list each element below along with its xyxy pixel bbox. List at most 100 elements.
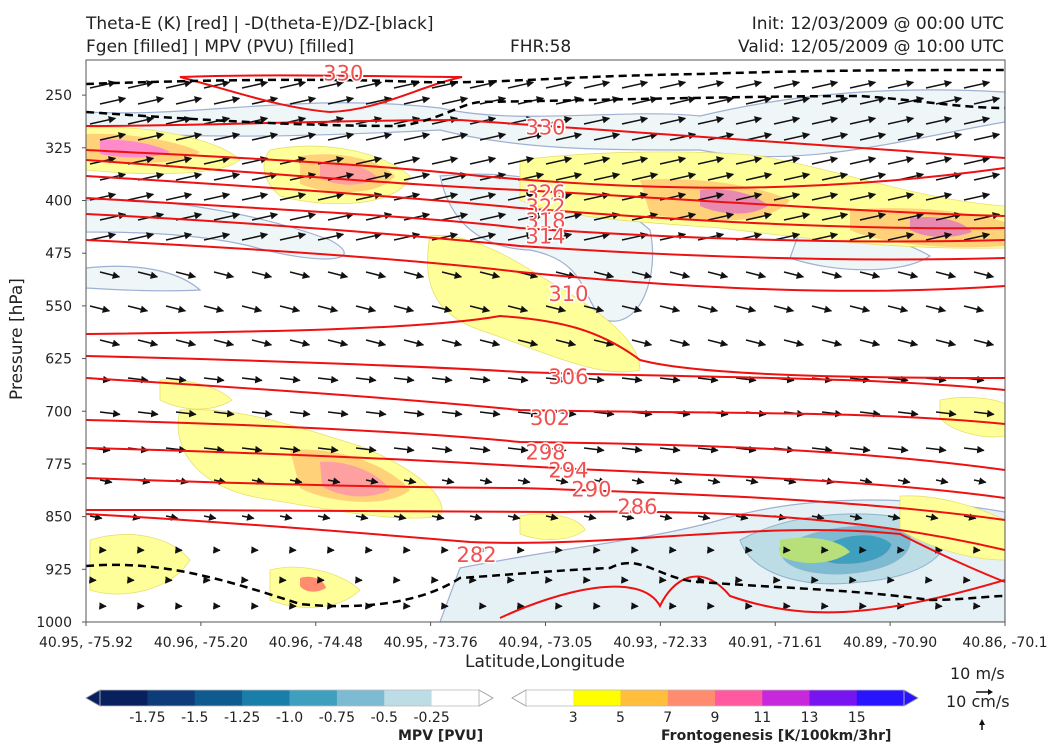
wind-vector [441, 96, 469, 105]
colorbar-tick-label: 7 [663, 710, 672, 726]
wind-vector [631, 271, 653, 279]
wind-vector [203, 305, 225, 313]
colorbar-swatch [242, 690, 290, 706]
wind-vector [327, 212, 355, 221]
wind-vector [935, 271, 957, 279]
wind-vector [849, 192, 877, 201]
wind-vector [393, 156, 421, 165]
wind-vector [621, 513, 635, 521]
wind-vector [697, 375, 719, 384]
wind-vector [507, 305, 529, 313]
wind-vector [545, 375, 567, 384]
y-tick-label: 325 [45, 141, 72, 157]
wind-vector [963, 116, 991, 125]
wind-vector [963, 232, 991, 241]
colorbar-tick-label: -0.25 [414, 710, 450, 726]
colorbar-tick-label: 5 [616, 710, 625, 726]
wind-vector [289, 212, 317, 221]
wind-vector [355, 80, 383, 89]
wind-vector [479, 339, 501, 347]
colorbar-swatch [289, 690, 338, 706]
wind-vector [821, 271, 843, 279]
wind-vector [555, 172, 583, 181]
colorbar-tick-label: 15 [848, 710, 866, 726]
wind-vector [811, 305, 833, 313]
wind-vector [735, 305, 757, 313]
wind-vector [327, 96, 355, 105]
wind-vector [393, 232, 421, 241]
wind-vector [203, 513, 217, 521]
wind-vector [773, 80, 801, 89]
wind-vector [251, 409, 273, 418]
wind-vector [669, 339, 691, 347]
mpv-colorbar: -1.75 -1.5 -1.25 -1.0 -0.75 -0.5 -0.25 [85, 689, 494, 726]
wind-vector [973, 132, 1001, 141]
wind-vector [89, 116, 117, 125]
wind-vector [99, 409, 121, 418]
x-axis-title: Latitude,Longitude [465, 652, 625, 672]
wind-vector [707, 339, 729, 347]
y-tick-label: 625 [45, 352, 72, 368]
wind-vector [583, 305, 605, 313]
theta-e-label: 322 [525, 195, 565, 219]
wind-vector [697, 156, 725, 165]
theta-e-label: 318 [525, 209, 565, 233]
wind-vector [365, 132, 393, 141]
wind-vector [279, 305, 301, 313]
colorbar-swatch [667, 690, 716, 706]
wind-vector [469, 232, 497, 241]
wind-vector [469, 305, 491, 313]
wind-vector [897, 212, 925, 221]
wind-vector [545, 80, 573, 89]
wind-vector [165, 156, 193, 165]
wind-vector [517, 409, 539, 418]
wind-vector [127, 80, 155, 89]
wind-vector [545, 305, 567, 313]
wind-vector [735, 116, 763, 125]
colorbar-tick-label: 3 [569, 710, 578, 726]
wind-vector [735, 375, 757, 384]
wind-vector [697, 116, 725, 125]
y-tick-label: 850 [45, 510, 72, 526]
colorbar-swatch [715, 690, 763, 706]
wind-vector [89, 513, 103, 521]
colorbar-tick-label: 13 [801, 710, 819, 726]
y-tick-label: 1000 [36, 615, 72, 631]
wind-vector [403, 172, 431, 181]
wind-vector [669, 271, 691, 279]
wind-vector [317, 445, 339, 454]
wind-vector [469, 513, 483, 521]
wind-vector [289, 271, 311, 279]
wind-vector [175, 339, 197, 347]
wind-vector [137, 132, 165, 141]
wind-vector [317, 305, 339, 313]
wind-vector [593, 339, 615, 347]
wind-vector [773, 156, 801, 165]
vector-key-horizontal: 10 m/s [950, 664, 1005, 683]
wind-vector [963, 192, 991, 201]
wind-vector [811, 116, 839, 125]
wind-vector [365, 172, 393, 181]
wind-vector [355, 232, 383, 241]
wind-vector [925, 80, 953, 89]
wind-vector [517, 132, 545, 141]
wind-vector [583, 375, 605, 384]
y-tick-label: 475 [45, 246, 72, 262]
wind-vector [925, 232, 953, 241]
wind-vector [317, 232, 345, 241]
wind-vector [963, 156, 991, 165]
wind-vector [507, 156, 535, 165]
wind-vector [89, 305, 111, 313]
wind-vector [127, 192, 155, 201]
colorbar-tick-label: -1.75 [129, 710, 165, 726]
colorbar-extend-left [85, 689, 101, 707]
wind-vector [973, 409, 995, 418]
wind-vector [583, 116, 611, 125]
wind-vector [327, 271, 349, 279]
wind-vector [279, 192, 307, 201]
wind-vector [545, 232, 573, 241]
wind-vector [327, 409, 349, 418]
wind-vector [289, 477, 303, 485]
theta-e-label: 314 [525, 225, 565, 249]
title-left-line1: Theta-E (K) [red] | -D(theta-E)/DZ-[blac… [86, 14, 434, 34]
